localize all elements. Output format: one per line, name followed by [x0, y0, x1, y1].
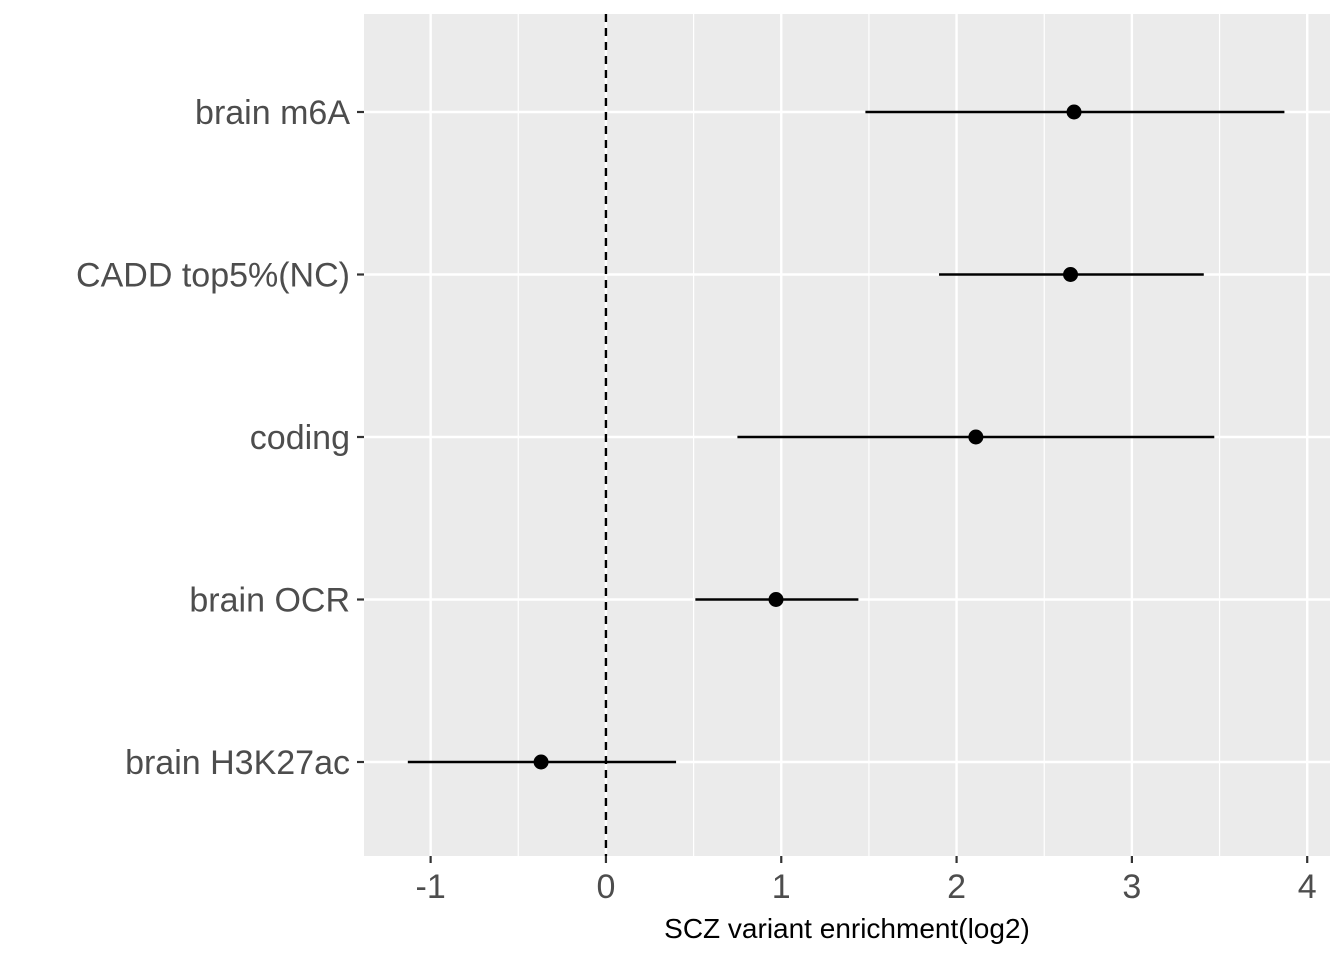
x-tick-label: 2 [947, 868, 966, 906]
estimate-point [533, 754, 549, 770]
x-tick-label: 1 [772, 868, 791, 906]
plot-panel [364, 14, 1330, 856]
estimate-point [968, 429, 984, 445]
minor-gridlines [517, 14, 1221, 856]
y-axis: brain m6A CADD top5%(NC) coding brain OCR br… [76, 94, 364, 782]
x-axis: -1 0 1 2 3 4 [416, 856, 1317, 906]
x-axis-title: SCZ variant enrichment(log2) [664, 913, 1030, 944]
y-tick-label: brain m6A [195, 94, 350, 132]
estimate-point [1066, 104, 1082, 120]
x-tick-label: 4 [1298, 868, 1317, 906]
y-tick-label: brain OCR [189, 582, 350, 620]
y-tick-label: coding [250, 419, 350, 457]
x-tick-label: 0 [596, 868, 615, 906]
x-tick-label: -1 [416, 868, 446, 906]
y-tick-label: brain H3K27ac [125, 744, 350, 782]
estimate-point [768, 592, 784, 607]
estimate-point [1063, 267, 1079, 282]
estimates [407, 104, 1285, 770]
y-tick-label: CADD top5%(NC) [76, 257, 350, 295]
x-tick-label: 3 [1122, 868, 1141, 906]
